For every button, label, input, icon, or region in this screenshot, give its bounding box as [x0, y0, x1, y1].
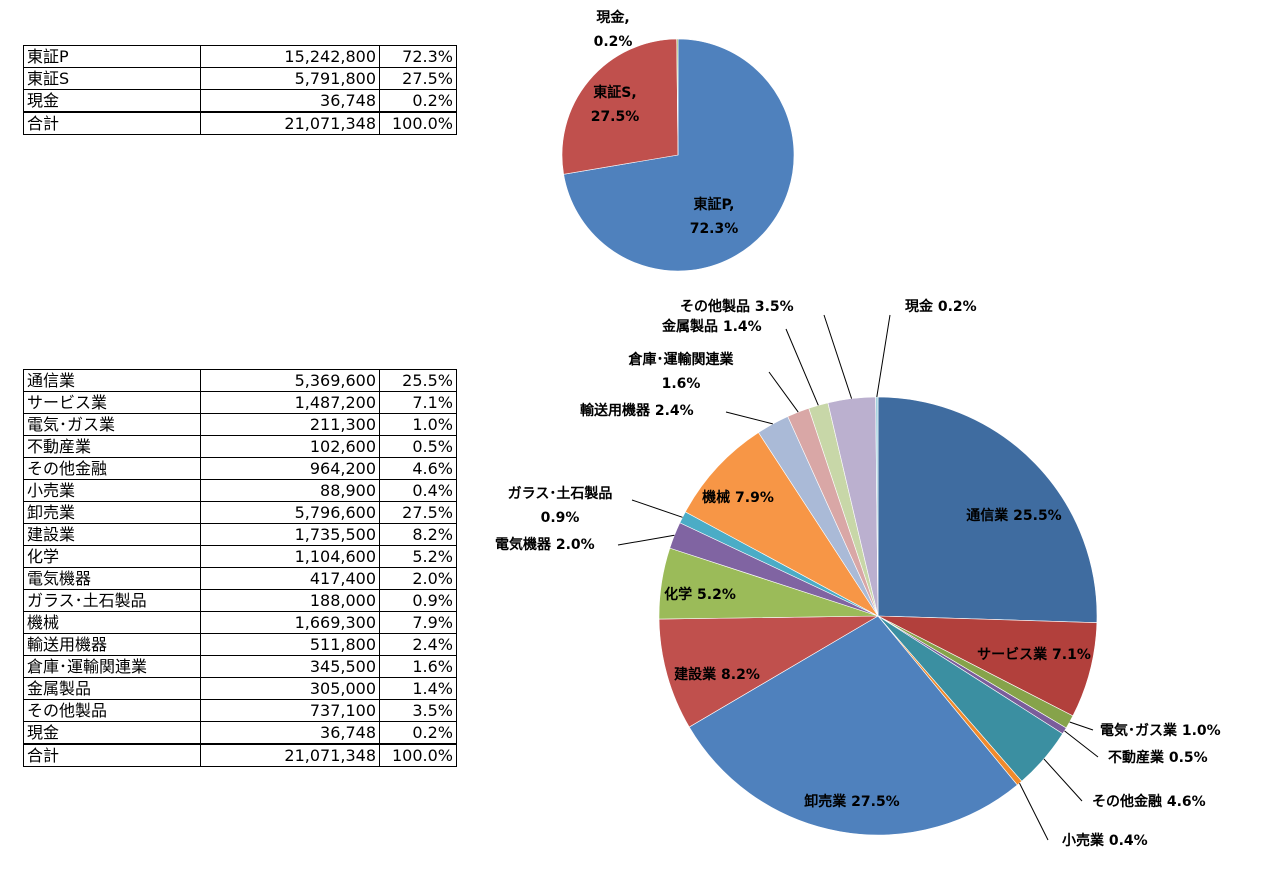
cell-name: サービス業 — [23, 391, 201, 414]
leader-line — [1069, 721, 1094, 731]
cell-value: 5,796,600 — [200, 501, 380, 524]
cell-percent: 27.5% — [379, 67, 457, 90]
table-row: 電気･ガス業 211,300 1.0% — [23, 413, 457, 436]
cell-percent: 7.9% — [379, 611, 457, 634]
table-body: 東証P 15,242,800 72.3% 東証S 5,791,800 27.5% 現金 36,… — [23, 45, 457, 135]
cell-value: 1,104,600 — [200, 545, 380, 568]
table-total-row: 合計 21,071,348 100.0% — [23, 743, 457, 767]
table-row: 通信業 5,369,600 25.5% — [23, 369, 457, 392]
cell-percent: 5.2% — [379, 545, 457, 568]
sector-allocation-table: 通信業 5,369,600 25.5% サービス業 1,487,200 7.1% 電気･ガス… — [23, 369, 457, 767]
slice-label: サービス業 7.1% — [977, 646, 1091, 663]
cell-name: 通信業 — [23, 369, 201, 392]
slice-label: 東証S, 27.5% — [591, 84, 640, 125]
leader-line — [785, 328, 819, 406]
slice-label: 卸売業 27.5% — [804, 793, 899, 810]
leader-line — [617, 534, 675, 546]
cell-percent: 27.5% — [379, 501, 457, 524]
cell-name: その他金融 — [23, 457, 201, 480]
cell-percent: 25.5% — [379, 369, 457, 392]
pie-slice — [676, 38, 679, 156]
cell-name: その他製品 — [23, 699, 201, 722]
slice-label: 電気機器 2.0% — [495, 536, 595, 553]
slice-label: 金属製品 1.4% — [661, 318, 762, 335]
cell-value: 1,735,500 — [200, 523, 380, 546]
cell-name: 不動産業 — [23, 435, 201, 458]
cell-percent: 0.2% — [379, 89, 457, 113]
table-row: 東証S 5,791,800 27.5% — [23, 67, 457, 90]
cell-name: 合計 — [23, 743, 201, 767]
table-row: 化学 1,104,600 5.2% — [23, 545, 457, 568]
cell-value: 5,369,600 — [200, 369, 380, 392]
cell-percent: 1.6% — [379, 655, 457, 678]
pie-slice — [875, 396, 879, 617]
pie-slice — [563, 38, 795, 272]
cell-value: 1,487,200 — [200, 391, 380, 414]
cell-percent: 100.0% — [379, 111, 457, 135]
market-allocation-table: 東証P 15,242,800 72.3% 東証S 5,791,800 27.5% 現金 36,… — [23, 45, 457, 135]
cell-percent: 8.2% — [379, 523, 457, 546]
leader-line — [1019, 782, 1049, 841]
slice-label: 倉庫･運輸関連業 1.6% — [628, 351, 735, 392]
slice-label: 電気･ガス業 1.0% — [1100, 722, 1221, 739]
cell-name: 倉庫･運輸関連業 — [23, 655, 201, 678]
leader-line — [768, 371, 799, 413]
table-row: その他金融 964,200 4.6% — [23, 457, 457, 480]
cell-value: 21,071,348 — [200, 743, 380, 767]
cell-percent: 4.6% — [379, 457, 457, 480]
leader-line — [1064, 730, 1099, 758]
slice-label: 通信業 25.5% — [966, 507, 1061, 524]
table-row: 不動産業 102,600 0.5% — [23, 435, 457, 458]
table-body: 通信業 5,369,600 25.5% サービス業 1,487,200 7.1% 電気･ガス… — [23, 369, 457, 767]
cell-value: 21,071,348 — [200, 111, 380, 135]
leader-line — [725, 411, 773, 425]
leader-line — [631, 499, 683, 518]
cell-name: 東証S — [23, 67, 201, 90]
leader-line — [823, 314, 853, 399]
table-row: ガラス･土石製品 188,000 0.9% — [23, 589, 457, 612]
table-total-row: 合計 21,071,348 100.0% — [23, 111, 457, 135]
cell-value: 305,000 — [200, 677, 380, 700]
slice-label: その他製品 3.5% — [680, 298, 794, 315]
table-row: その他製品 737,100 3.5% — [23, 699, 457, 722]
slice-label: 建設業 8.2% — [674, 666, 760, 683]
slice-label: ガラス･土石製品 0.9% — [508, 485, 613, 526]
cell-percent: 7.1% — [379, 391, 457, 414]
cell-percent: 0.2% — [379, 721, 457, 745]
slice-label: 機械 7.9% — [702, 489, 774, 506]
pie-slice — [658, 615, 880, 728]
table-row: サービス業 1,487,200 7.1% — [23, 391, 457, 414]
cell-name: 合計 — [23, 111, 201, 135]
table-row: 倉庫･運輸関連業 345,500 1.6% — [23, 655, 457, 678]
leader-line — [1043, 758, 1083, 802]
cell-name: 機械 — [23, 611, 201, 634]
slice-label: 化学 5.2% — [664, 586, 736, 603]
cell-value: 5,791,800 — [200, 67, 380, 90]
cell-name: 金属製品 — [23, 677, 201, 700]
cell-name: 電気機器 — [23, 567, 201, 590]
slice-label: 不動産業 0.5% — [1108, 749, 1208, 766]
cell-value: 737,100 — [200, 699, 380, 722]
pie-slice — [688, 615, 1018, 836]
cell-percent: 0.4% — [379, 479, 457, 502]
pie-slice — [684, 432, 879, 617]
cell-percent: 1.0% — [379, 413, 457, 436]
table-row: 金属製品 305,000 1.4% — [23, 677, 457, 700]
table-row: 建設業 1,735,500 8.2% — [23, 523, 457, 546]
slice-label: 東証P, 72.3% — [690, 196, 739, 237]
table-row: 東証P 15,242,800 72.3% — [23, 45, 457, 68]
cell-percent: 3.5% — [379, 699, 457, 722]
pie-slice — [877, 396, 1098, 623]
slice-label: 現金 0.2% — [905, 298, 977, 315]
pie-slice — [561, 38, 679, 175]
cell-value: 211,300 — [200, 413, 380, 436]
leader-line — [876, 314, 891, 398]
slice-label: その他金融 4.6% — [1092, 793, 1206, 810]
cell-percent: 100.0% — [379, 743, 457, 767]
slice-label: 現金, 0.2% — [594, 9, 633, 50]
slice-label: 輸送用機器 2.4% — [580, 402, 694, 419]
cell-value: 36,748 — [200, 721, 380, 745]
slice-label: 小売業 0.4% — [1062, 832, 1148, 849]
